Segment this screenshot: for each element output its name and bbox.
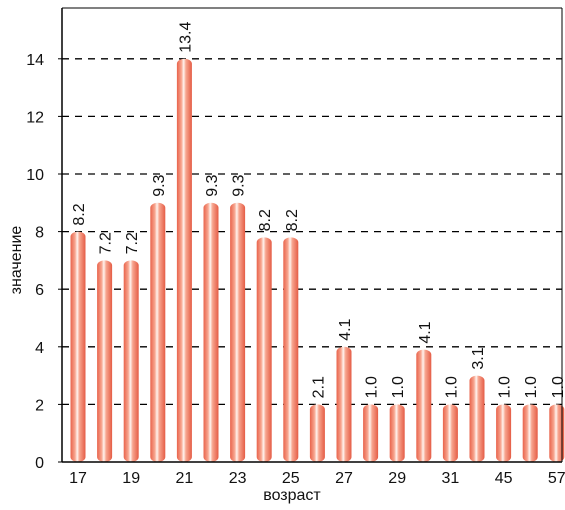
data-label-27: 4.1: [337, 318, 354, 340]
y-tick-label-2: 2: [35, 397, 44, 414]
y-tick-label-6: 6: [35, 282, 44, 299]
data-label-31: 1.0: [443, 376, 460, 398]
bar-18: [97, 260, 113, 462]
bar-45: [496, 404, 512, 462]
x-tick-label-31: 31: [442, 470, 460, 487]
data-label-20: 9.3: [151, 174, 168, 196]
data-label-17: 8.2: [71, 203, 88, 225]
y-tick-label-10: 10: [26, 167, 44, 184]
x-tick-label-17: 17: [69, 470, 87, 487]
y-tick-labels: 0 2 4 6 8 10 12 14: [26, 52, 44, 472]
x-tick-label-21: 21: [176, 470, 194, 487]
y-tick-label-8: 8: [35, 225, 44, 242]
data-label-18: 7.2: [98, 232, 115, 254]
bar-25: [283, 237, 299, 462]
bar-28: [363, 404, 379, 462]
bar-32: [469, 375, 485, 462]
data-label-25: 8.2: [284, 209, 301, 231]
data-label-32: 3.1: [470, 347, 487, 369]
bar-24: [256, 237, 272, 462]
bar-31: [442, 404, 458, 462]
bar-19: [123, 260, 139, 462]
y-tick-label-14: 14: [26, 52, 44, 69]
data-label-45: 1.0: [497, 376, 514, 398]
data-label-29: 1.0: [390, 376, 407, 398]
data-label-30: 4.1: [417, 321, 434, 343]
x-tick-label-57: 57: [548, 470, 565, 487]
x-tick-labels: 17 19 21 23 25 27 29 31 45 57: [69, 470, 565, 487]
data-label-21: 13.4: [177, 22, 194, 53]
x-tick-label-19: 19: [122, 470, 140, 487]
x-tick-label-29: 29: [388, 470, 406, 487]
bar-57: [549, 404, 565, 462]
gridlines: [58, 58, 562, 463]
x-axis-title: возраст: [263, 487, 321, 504]
y-tick-label-12: 12: [26, 109, 44, 126]
y-tick-label-0: 0: [35, 455, 44, 472]
axes: [61, 7, 563, 463]
data-label-23: 9.3: [231, 174, 248, 196]
x-tick-label-45: 45: [495, 470, 513, 487]
bar-17: [70, 231, 86, 462]
data-label-19: 7.2: [124, 232, 141, 254]
bar-26: [309, 404, 325, 462]
bar-27: [336, 346, 352, 462]
y-tick-label-4: 4: [35, 340, 44, 357]
data-label-22: 9.3: [204, 174, 221, 196]
bars: [70, 58, 565, 463]
bar-30: [416, 349, 432, 462]
x-tick-label-25: 25: [282, 470, 300, 487]
y-axis-title: значение: [8, 226, 25, 295]
bar-23: [230, 202, 246, 463]
bar-29: [389, 404, 405, 462]
bar-20: [150, 202, 166, 463]
x-tick-label-23: 23: [229, 470, 247, 487]
data-label-26: 2.1: [310, 376, 327, 398]
x-tick-label-27: 27: [335, 470, 353, 487]
data-label-24: 8.2: [257, 209, 274, 231]
data-label-46: 1.0: [523, 376, 540, 398]
data-label-28: 1.0: [364, 376, 381, 398]
data-labels: 8.2 7.2 7.2 9.3 13.4 9.3 9.3 8.2 8.2 2.1 4.1 1.0 1.0…: [71, 22, 565, 399]
bar-22: [203, 202, 219, 463]
bar-46: [522, 404, 538, 462]
bar-21: [176, 58, 192, 463]
data-label-57: 1.0: [550, 376, 565, 398]
